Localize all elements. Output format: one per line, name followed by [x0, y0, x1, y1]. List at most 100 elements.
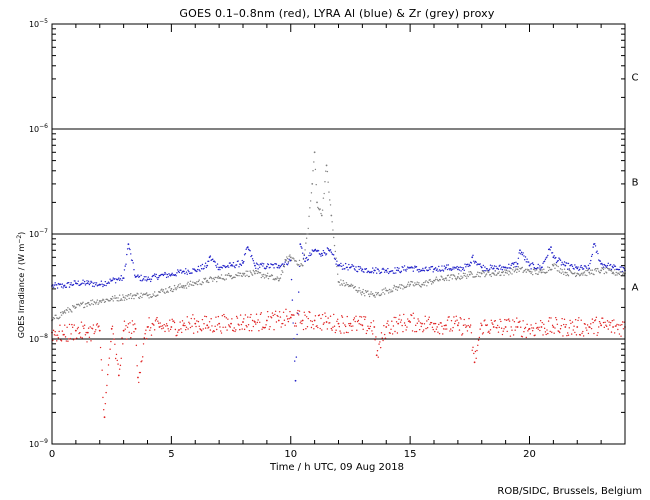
data-point	[75, 337, 78, 339]
data-point	[249, 316, 251, 319]
data-point	[261, 328, 263, 330]
data-point	[494, 320, 496, 322]
data-point	[536, 326, 539, 329]
data-point	[167, 328, 169, 330]
data-point	[605, 325, 608, 328]
data-point	[516, 262, 519, 265]
data-point	[169, 275, 172, 277]
data-point	[451, 330, 454, 332]
data-point	[622, 328, 625, 330]
data-point	[249, 270, 251, 272]
data-point	[474, 350, 477, 353]
data-point	[442, 333, 444, 335]
data-point	[393, 284, 395, 287]
data-point	[134, 294, 136, 296]
data-point	[57, 282, 60, 285]
data-point	[181, 271, 184, 273]
data-point	[427, 318, 430, 321]
data-point	[199, 270, 201, 272]
data-point	[361, 324, 364, 327]
data-point	[492, 326, 495, 328]
data-point	[453, 316, 455, 318]
data-point	[89, 326, 91, 328]
data-point	[571, 321, 574, 323]
data-point	[575, 334, 578, 336]
data-point	[573, 268, 575, 270]
data-point	[360, 294, 363, 296]
data-point	[513, 261, 516, 264]
data-point	[323, 322, 325, 324]
data-point	[425, 280, 427, 282]
data-point	[254, 264, 256, 267]
data-point	[456, 276, 459, 278]
data-point	[451, 268, 454, 270]
data-point	[535, 269, 538, 271]
data-point	[176, 287, 178, 289]
data-point	[492, 272, 494, 274]
data-point	[291, 299, 294, 301]
data-point	[450, 267, 452, 270]
data-point	[253, 320, 255, 322]
data-point	[114, 343, 116, 346]
data-point	[568, 327, 570, 329]
data-point	[143, 276, 146, 278]
data-point	[254, 272, 256, 275]
data-point	[208, 260, 210, 262]
data-point	[358, 287, 360, 289]
data-point	[299, 243, 302, 246]
data-point	[91, 299, 94, 301]
data-point	[382, 267, 384, 270]
data-point	[528, 328, 530, 330]
data-point	[263, 277, 266, 279]
data-point	[124, 297, 126, 299]
data-point	[246, 247, 248, 249]
data-point	[61, 330, 64, 332]
data-point	[381, 289, 383, 291]
data-point	[88, 283, 91, 286]
data-point	[345, 331, 348, 334]
data-point	[574, 272, 576, 274]
data-point	[104, 300, 107, 303]
data-point	[604, 267, 606, 269]
data-point	[486, 268, 489, 270]
data-point	[167, 291, 169, 293]
data-point	[503, 328, 505, 330]
data-point	[242, 321, 244, 323]
data-point	[428, 267, 430, 269]
data-point	[611, 272, 613, 275]
data-point	[216, 266, 218, 268]
data-point	[301, 264, 303, 266]
data-point	[251, 273, 253, 275]
data-point	[489, 332, 491, 334]
data-point	[251, 254, 253, 257]
data-point	[363, 315, 365, 318]
data-point	[429, 323, 431, 326]
data-point	[403, 265, 406, 267]
data-point	[392, 287, 395, 289]
data-point	[551, 252, 554, 254]
data-point	[333, 313, 335, 316]
data-point	[278, 311, 281, 313]
data-point	[117, 278, 119, 280]
data-point	[344, 325, 347, 328]
data-point	[122, 343, 124, 345]
data-point	[357, 290, 360, 292]
data-point	[309, 252, 311, 254]
data-point	[548, 266, 551, 269]
data-point	[54, 331, 56, 333]
data-point	[485, 274, 487, 276]
data-point	[512, 334, 515, 336]
data-point	[490, 275, 492, 278]
data-point	[257, 319, 259, 321]
data-point	[180, 328, 182, 330]
data-point	[582, 272, 585, 274]
data-point	[130, 253, 132, 255]
data-point	[83, 280, 86, 283]
data-point	[245, 270, 247, 272]
data-point	[459, 317, 461, 319]
data-point	[528, 261, 530, 263]
data-point	[173, 284, 176, 287]
data-point	[277, 264, 280, 267]
data-point	[582, 268, 585, 270]
data-point	[77, 280, 79, 282]
